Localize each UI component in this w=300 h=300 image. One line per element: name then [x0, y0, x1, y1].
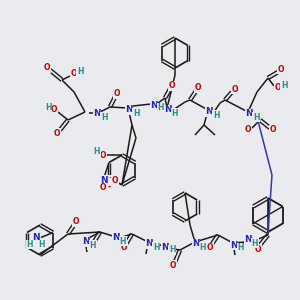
Text: O: O — [170, 260, 176, 269]
Text: O: O — [275, 83, 281, 92]
Text: N: N — [244, 236, 252, 244]
Text: H: H — [200, 242, 206, 251]
Text: H: H — [172, 109, 178, 118]
Text: H: H — [238, 244, 244, 253]
Text: H: H — [45, 103, 51, 112]
Text: N: N — [164, 106, 172, 115]
Text: O: O — [245, 125, 251, 134]
Text: N: N — [100, 176, 108, 185]
Text: H: H — [253, 112, 259, 122]
Text: +: + — [108, 175, 114, 180]
Text: N: N — [82, 238, 90, 247]
Text: N: N — [230, 241, 238, 250]
Text: O: O — [51, 106, 57, 115]
Text: H: H — [213, 110, 219, 119]
Text: H: H — [252, 238, 258, 247]
Text: H: H — [281, 82, 287, 91]
Text: N: N — [145, 239, 153, 248]
Text: N: N — [205, 107, 213, 116]
Text: O: O — [100, 183, 106, 192]
Text: O: O — [88, 241, 94, 250]
Text: O: O — [169, 82, 175, 91]
Text: H: H — [39, 240, 45, 249]
Text: N: N — [112, 233, 120, 242]
Text: N: N — [125, 106, 133, 115]
Text: H: H — [133, 109, 139, 118]
Text: O: O — [255, 244, 261, 253]
Text: N: N — [150, 100, 158, 109]
Text: O: O — [207, 244, 213, 253]
Text: O: O — [100, 151, 106, 160]
Text: N: N — [93, 110, 101, 118]
Text: H: H — [27, 240, 33, 249]
Text: O: O — [278, 64, 284, 74]
Text: H: H — [101, 112, 107, 122]
Text: H: H — [158, 103, 164, 112]
Text: H: H — [169, 245, 175, 254]
Text: H: H — [120, 236, 126, 245]
Text: O: O — [73, 218, 79, 226]
Text: O: O — [121, 244, 127, 253]
Text: O: O — [54, 128, 60, 137]
Text: O: O — [232, 85, 238, 94]
Text: H: H — [94, 148, 100, 157]
Text: H: H — [90, 241, 96, 250]
Text: -: - — [107, 183, 111, 192]
Text: O: O — [114, 89, 120, 98]
Text: N: N — [32, 233, 40, 242]
Text: N: N — [161, 242, 169, 251]
Text: O: O — [112, 176, 118, 185]
Text: H: H — [153, 242, 159, 251]
Text: O: O — [44, 64, 50, 73]
Text: O: O — [195, 83, 201, 92]
Text: O: O — [270, 125, 276, 134]
Text: O: O — [71, 70, 77, 79]
Text: H: H — [77, 68, 83, 76]
Text: N: N — [245, 110, 253, 118]
Text: N: N — [192, 239, 200, 248]
